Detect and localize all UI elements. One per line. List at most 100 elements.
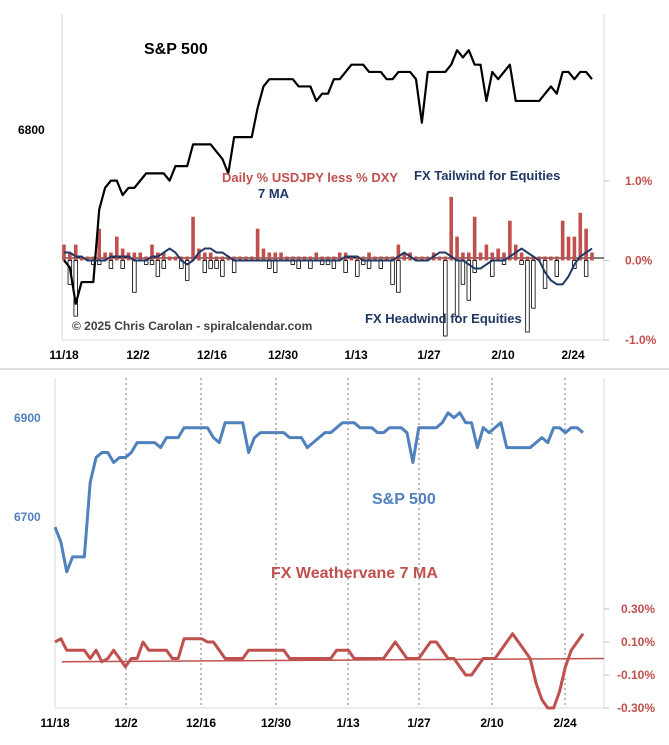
chart1-positive-bar xyxy=(390,256,395,261)
chart1-positive-bar xyxy=(197,248,201,261)
chart1-positive-bar xyxy=(437,256,442,261)
chart2-x-tick-label: 12/30 xyxy=(261,716,291,730)
chart1-positive-bar xyxy=(578,212,583,261)
chart2-x-tick-label: 12/2 xyxy=(114,716,138,730)
chart2-x-tick-label: 11/18 xyxy=(40,716,70,730)
chart1-negative-bar xyxy=(208,260,213,269)
chart1-negative-bar xyxy=(214,260,219,269)
chart1-bar-label: Daily % USDJPY less % DXY xyxy=(222,170,398,185)
chart1-positive-bar xyxy=(132,252,137,261)
chart1-negative-bar xyxy=(202,260,207,273)
chart1-x-tick-label: 1/27 xyxy=(417,348,441,362)
chart2-sp-label: S&P 500 xyxy=(372,491,436,508)
chart2-lines xyxy=(53,411,605,710)
chart1-positive-bar xyxy=(185,256,189,261)
chart2-right-tick-label: -0.30% xyxy=(617,701,655,715)
chart1-positive-bar xyxy=(291,256,295,261)
chart1-negative-bar xyxy=(378,260,383,269)
chart1-positive-bar xyxy=(279,252,283,261)
chart1-negative-bars xyxy=(67,260,589,337)
chart1-positive-bar xyxy=(414,256,418,261)
chart1-positive-bar xyxy=(214,256,219,261)
chart1-sp500-line xyxy=(63,49,593,305)
chart2-fx-weathervane-line xyxy=(54,632,585,710)
chart1-negative-bar xyxy=(355,260,360,277)
chart1-positive-bar xyxy=(203,252,207,261)
chart1-positive-bar xyxy=(244,256,248,261)
chart1-positive-bar xyxy=(226,256,231,261)
chart1-positive-bar xyxy=(161,252,166,261)
chart1-positive-bar xyxy=(519,252,524,261)
chart2-x-tick-label: 2/10 xyxy=(480,716,504,730)
chart1-negative-bar xyxy=(184,260,190,281)
chart1-negative-bar xyxy=(231,260,237,273)
chart2-right-tick-label: -0.10% xyxy=(617,668,655,682)
chart1-positive-bar xyxy=(443,256,448,261)
chart1-positive-bar xyxy=(555,256,559,261)
chart1-positive-bar xyxy=(467,252,471,261)
chart1-positive-bar xyxy=(167,256,172,261)
chart1-positive-bar xyxy=(97,228,101,261)
chart1-negative-bar xyxy=(73,260,78,317)
chart1-title: S&P 500 xyxy=(144,41,208,58)
chart1-positive-bar xyxy=(531,256,536,261)
chart1-lines xyxy=(63,49,593,305)
chart1-positive-bar xyxy=(320,256,324,261)
chart1-positive-bar xyxy=(449,196,453,261)
chart1-positive-bar xyxy=(285,256,289,261)
chart1-positive-bar xyxy=(525,256,530,261)
chart1-negative-bar xyxy=(161,260,166,269)
chart2-fx-label: FX Weathervane 7 MA xyxy=(271,565,438,582)
chart1-positive-bar xyxy=(261,248,266,261)
chart1-positive-bar xyxy=(566,236,571,261)
chart1-copyright: © 2025 Chris Carolan - spiralcalendar.co… xyxy=(72,319,312,333)
chart1-positive-bar xyxy=(537,256,541,261)
chart2-right-tick-label: 0.10% xyxy=(621,635,655,649)
chart1-negative-bar xyxy=(525,260,530,333)
chart1-positive-bar xyxy=(396,244,401,261)
chart1-ticks: 11/18 12/2 12/16 12/30 1/13 1/27 2/10 2/24 6800 1… xyxy=(18,123,657,362)
chart1-positive-bar xyxy=(191,216,195,261)
chart1-positive-bar xyxy=(367,252,371,261)
chart1-negative-bar xyxy=(396,260,401,293)
chart1-positive-bar xyxy=(337,252,342,261)
chart2-x-tick-label: 1/27 xyxy=(407,716,431,730)
chart1-negative-bar xyxy=(460,260,466,285)
chart1-ma-line xyxy=(64,247,593,286)
chart1-positive-bar xyxy=(373,256,377,261)
chart1-x-tick-label: 11/18 xyxy=(49,348,79,362)
chart1-positive-bar xyxy=(179,256,184,261)
chart1-negative-bar xyxy=(120,260,125,269)
chart1-headwind-label: FX Headwind for Equities xyxy=(365,311,522,326)
chart1-negative-bar xyxy=(443,260,448,337)
chart2-sp500-line xyxy=(53,411,584,574)
chart1-positive-bar xyxy=(490,252,495,261)
chart1-positive-bar xyxy=(425,256,430,261)
chart1-positive-bars xyxy=(62,196,594,261)
chart1-positive-bar xyxy=(472,216,477,261)
chart1-negative-bar xyxy=(554,260,559,277)
chart1-positive-bar xyxy=(484,244,489,261)
chart1-x-tick-label: 2/24 xyxy=(561,348,585,362)
chart1-positive-bar xyxy=(349,256,354,261)
chart1-positive-bar xyxy=(549,256,553,261)
chart1-right-tick-label: -1.0% xyxy=(625,333,657,347)
chart1-left-tick-label: 6800 xyxy=(18,123,45,137)
chart1-negative-bar xyxy=(390,260,395,285)
chart2-x-tick-label: 12/16 xyxy=(186,716,216,730)
chart1-negative-bar xyxy=(343,260,348,273)
chart1-positive-bar xyxy=(267,252,272,261)
chart1-positive-bar xyxy=(238,256,242,261)
chart1-positive-bar xyxy=(543,256,547,261)
chart1-positive-bar xyxy=(85,256,90,261)
chart1-positive-bar xyxy=(590,252,594,261)
chart1-positive-bar xyxy=(455,236,459,261)
chart1-x-tick-label: 12/2 xyxy=(126,348,150,362)
chart1-positive-bar xyxy=(120,248,125,261)
chart2-x-tick-label: 2/24 xyxy=(553,716,577,730)
chart1-negative-bar xyxy=(272,260,278,273)
chart2-right-tick-label: 0.30% xyxy=(621,602,655,616)
chart1-negative-bar xyxy=(490,260,495,277)
chart1-x-tick-label: 12/30 xyxy=(268,348,298,362)
